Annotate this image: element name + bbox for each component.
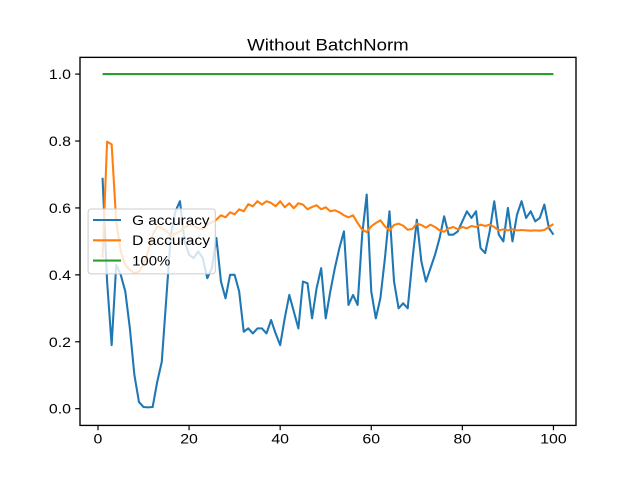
svg-text:0: 0 <box>94 432 103 447</box>
svg-text:60: 60 <box>362 432 380 447</box>
svg-text:0.6: 0.6 <box>49 201 71 216</box>
svg-text:0.8: 0.8 <box>49 134 71 149</box>
svg-text:G accuracy: G accuracy <box>132 213 210 228</box>
svg-text:100: 100 <box>540 432 567 447</box>
svg-text:Without BatchNorm: Without BatchNorm <box>247 36 409 55</box>
svg-text:1.0: 1.0 <box>49 67 71 82</box>
svg-text:40: 40 <box>271 432 289 447</box>
svg-text:100%: 100% <box>132 253 170 268</box>
svg-text:0.0: 0.0 <box>49 402 71 417</box>
svg-text:20: 20 <box>180 432 198 447</box>
svg-text:80: 80 <box>454 432 472 447</box>
svg-text:0.2: 0.2 <box>49 335 71 350</box>
svg-text:0.4: 0.4 <box>49 268 71 283</box>
svg-text:D accuracy: D accuracy <box>132 233 210 248</box>
